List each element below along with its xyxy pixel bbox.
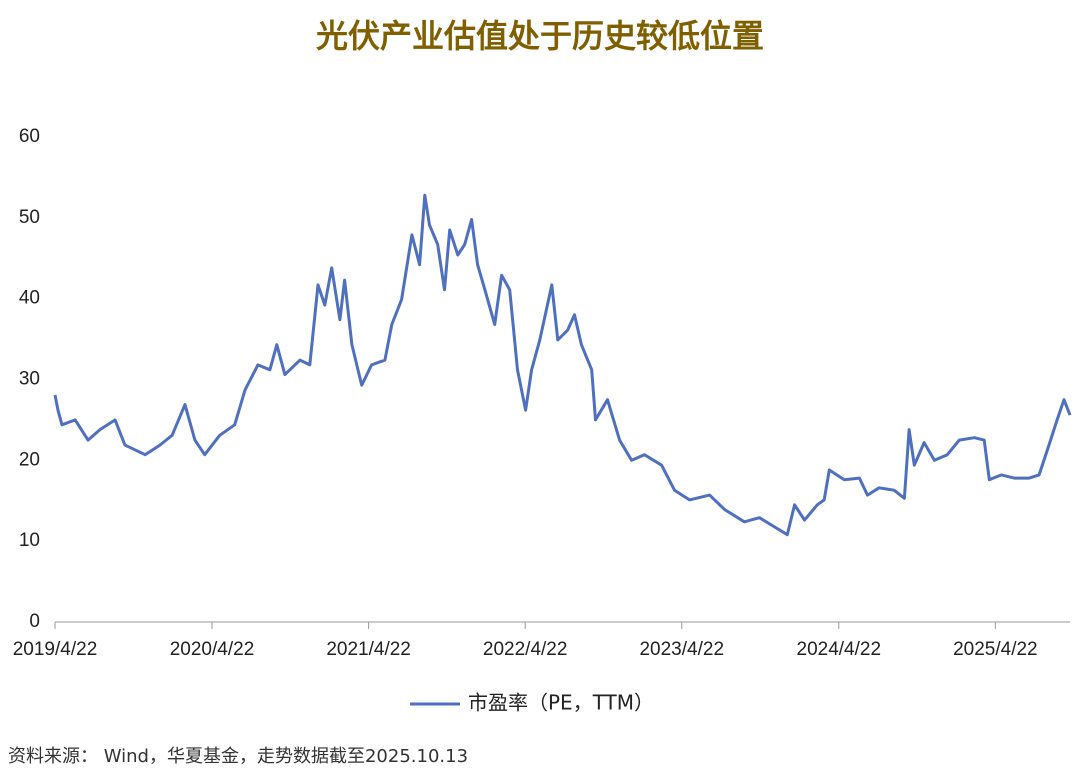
y-tick-label: 30	[19, 369, 40, 390]
legend-label: 市盈率（PE，TTM）	[468, 691, 654, 715]
source-note: 资料来源： Wind，华夏基金，走势数据截至2025.10.13	[8, 746, 468, 767]
x-tick-label: 2022/4/22	[483, 639, 568, 660]
chart-title: 光伏产业估值处于历史较低位置	[316, 17, 764, 55]
x-tick-label: 2024/4/22	[797, 639, 882, 660]
y-tick-label: 10	[19, 530, 40, 551]
y-tick-label: 50	[19, 207, 40, 228]
x-tick-label: 2019/4/22	[13, 639, 98, 660]
y-tick-label: 20	[19, 449, 40, 470]
x-tick-label: 2021/4/22	[326, 639, 411, 660]
y-tick-label: 60	[19, 126, 40, 147]
line-series	[53, 193, 1072, 537]
x-tick-label: 2020/4/22	[170, 639, 255, 660]
y-tick-label: 0	[29, 611, 40, 632]
x-tick-label: 2023/4/22	[639, 639, 724, 660]
y-tick-label: 40	[19, 288, 40, 309]
x-tick-label: 2025/4/22	[953, 639, 1038, 660]
